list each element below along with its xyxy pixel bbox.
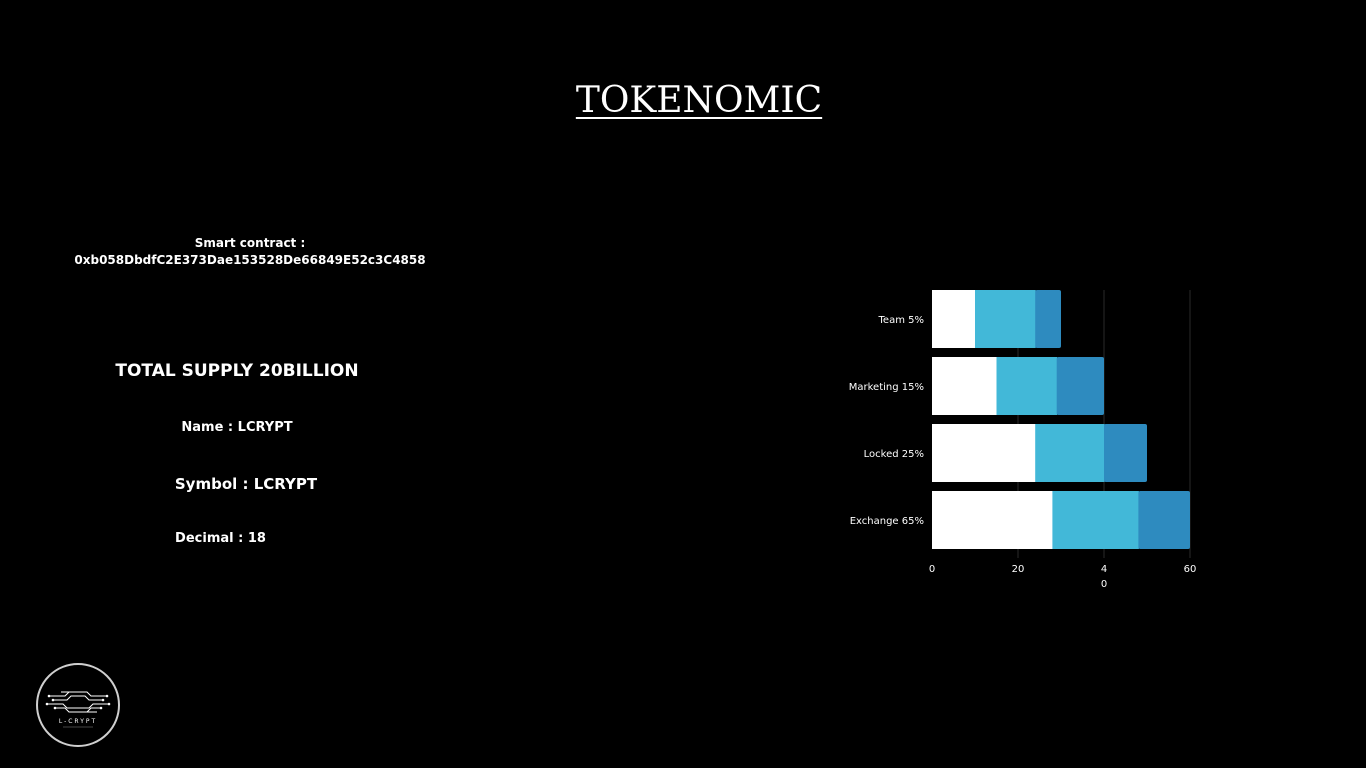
page-title: TOKENOMIC: [575, 80, 823, 121]
contract-address: 0xb058DbdfC2E373Dae153528De66849E52c3C48…: [74, 253, 426, 267]
bar-segment: [975, 290, 1036, 348]
bar-segment: [1056, 357, 1104, 415]
lcrypt-logo: L-CRYPT: [36, 663, 120, 747]
bar-segment: [996, 357, 1058, 415]
bar-segment: [932, 357, 997, 415]
logo-text: L-CRYPT: [59, 718, 97, 725]
bar-segment: [932, 491, 1053, 549]
bar-segment: [1035, 290, 1061, 348]
category-label: Marketing 15%: [849, 382, 924, 393]
bar-segment: [932, 424, 1036, 482]
x-tick-label: 4: [1101, 564, 1107, 575]
bar-segment: [932, 290, 976, 348]
bar-segment: [1104, 424, 1147, 482]
token-decimal-text: Decimal : 18: [175, 531, 266, 546]
category-label: Exchange 65%: [850, 516, 924, 527]
bar-segment: [1035, 424, 1105, 482]
tokenomic-bar-chart: Team 5% Marketing 15% Locked 25% Exchange 6…: [849, 290, 1197, 590]
token-name-text: Name : LCRYPT: [181, 420, 293, 435]
x-tick-label: 20: [1012, 564, 1025, 575]
total-supply-text: TOTAL SUPPLY 20BILLION: [115, 361, 359, 381]
category-label: Team 5%: [878, 315, 924, 326]
bar-segment: [1052, 491, 1139, 549]
category-label: Locked 25%: [864, 449, 924, 460]
x-tick-label: 0: [929, 564, 935, 575]
token-symbol-text: Symbol : LCRYPT: [174, 475, 318, 493]
bar-segment: [1138, 491, 1190, 549]
contract-label: Smart contract :: [194, 236, 306, 250]
smart-contract-info: Smart contract : 0xb058DbdfC2E373Dae1535…: [60, 235, 440, 269]
x-tick-label: 60: [1184, 564, 1197, 575]
x-tick-label: 0: [1101, 579, 1107, 590]
